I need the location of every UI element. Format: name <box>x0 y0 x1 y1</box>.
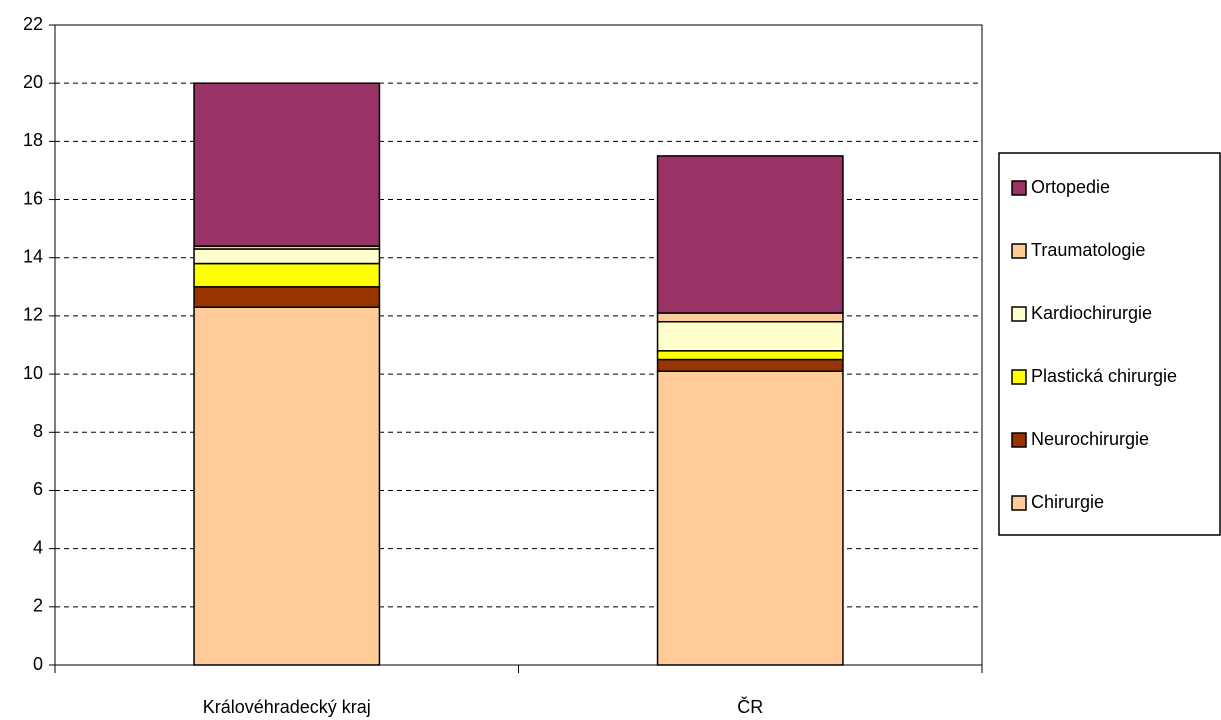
y-tick-label: 14 <box>23 246 43 266</box>
legend-swatch <box>1011 495 1027 511</box>
bar-segment <box>193 286 381 308</box>
y-tick-label: 12 <box>23 305 43 325</box>
legend-swatch <box>1011 369 1027 385</box>
bar-segment <box>656 350 844 361</box>
y-tick-label: 6 <box>33 479 43 499</box>
legend-label: Plastická chirurgie <box>1031 366 1177 386</box>
y-tick-label: 16 <box>23 188 43 208</box>
legend-swatch <box>1011 306 1027 322</box>
bar-segment <box>193 82 381 247</box>
bar-segment <box>193 248 381 265</box>
y-tick-label: 4 <box>33 537 43 557</box>
y-tick-label: 20 <box>23 72 43 92</box>
y-tick-label: 22 <box>23 14 43 34</box>
legend-swatch <box>1011 180 1027 196</box>
y-tick-label: 10 <box>23 363 43 383</box>
y-tick-label: 2 <box>33 596 43 616</box>
y-tick-label: 0 <box>33 654 43 674</box>
legend-label: Traumatologie <box>1031 240 1145 260</box>
bar-segment <box>193 306 381 666</box>
bar-segment <box>656 358 844 372</box>
x-tick-label: ČR <box>737 696 763 717</box>
legend-label: Kardiochirurgie <box>1031 303 1152 323</box>
x-tick-label: Královéhradecký kraj <box>203 697 371 717</box>
bar-segment <box>656 320 844 352</box>
legend-swatch <box>1011 243 1027 259</box>
bar-segment <box>656 312 844 323</box>
legend-label: Ortopedie <box>1031 177 1110 197</box>
legend-label: Neurochirurgie <box>1031 429 1149 449</box>
bar-segment <box>656 370 844 666</box>
y-tick-label: 18 <box>23 130 43 150</box>
legend-label: Chirurgie <box>1031 492 1104 512</box>
y-tick-label: 8 <box>33 421 43 441</box>
bar-segment <box>193 262 381 288</box>
bar-segment <box>656 155 844 314</box>
legend-box <box>998 152 1221 536</box>
legend-swatch <box>1011 432 1027 448</box>
